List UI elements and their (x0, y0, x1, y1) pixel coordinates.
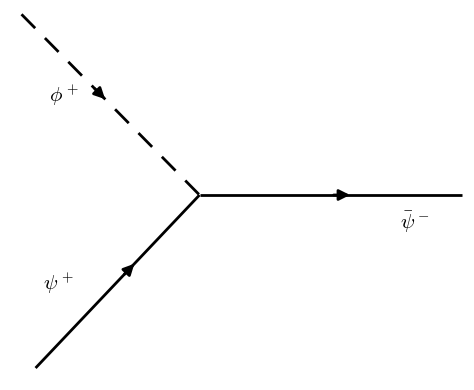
Text: $\phi^+$: $\phi^+$ (49, 83, 79, 108)
Text: $\psi^+$: $\psi^+$ (44, 271, 74, 296)
Text: $\bar{\psi}^-$: $\bar{\psi}^-$ (401, 209, 429, 234)
